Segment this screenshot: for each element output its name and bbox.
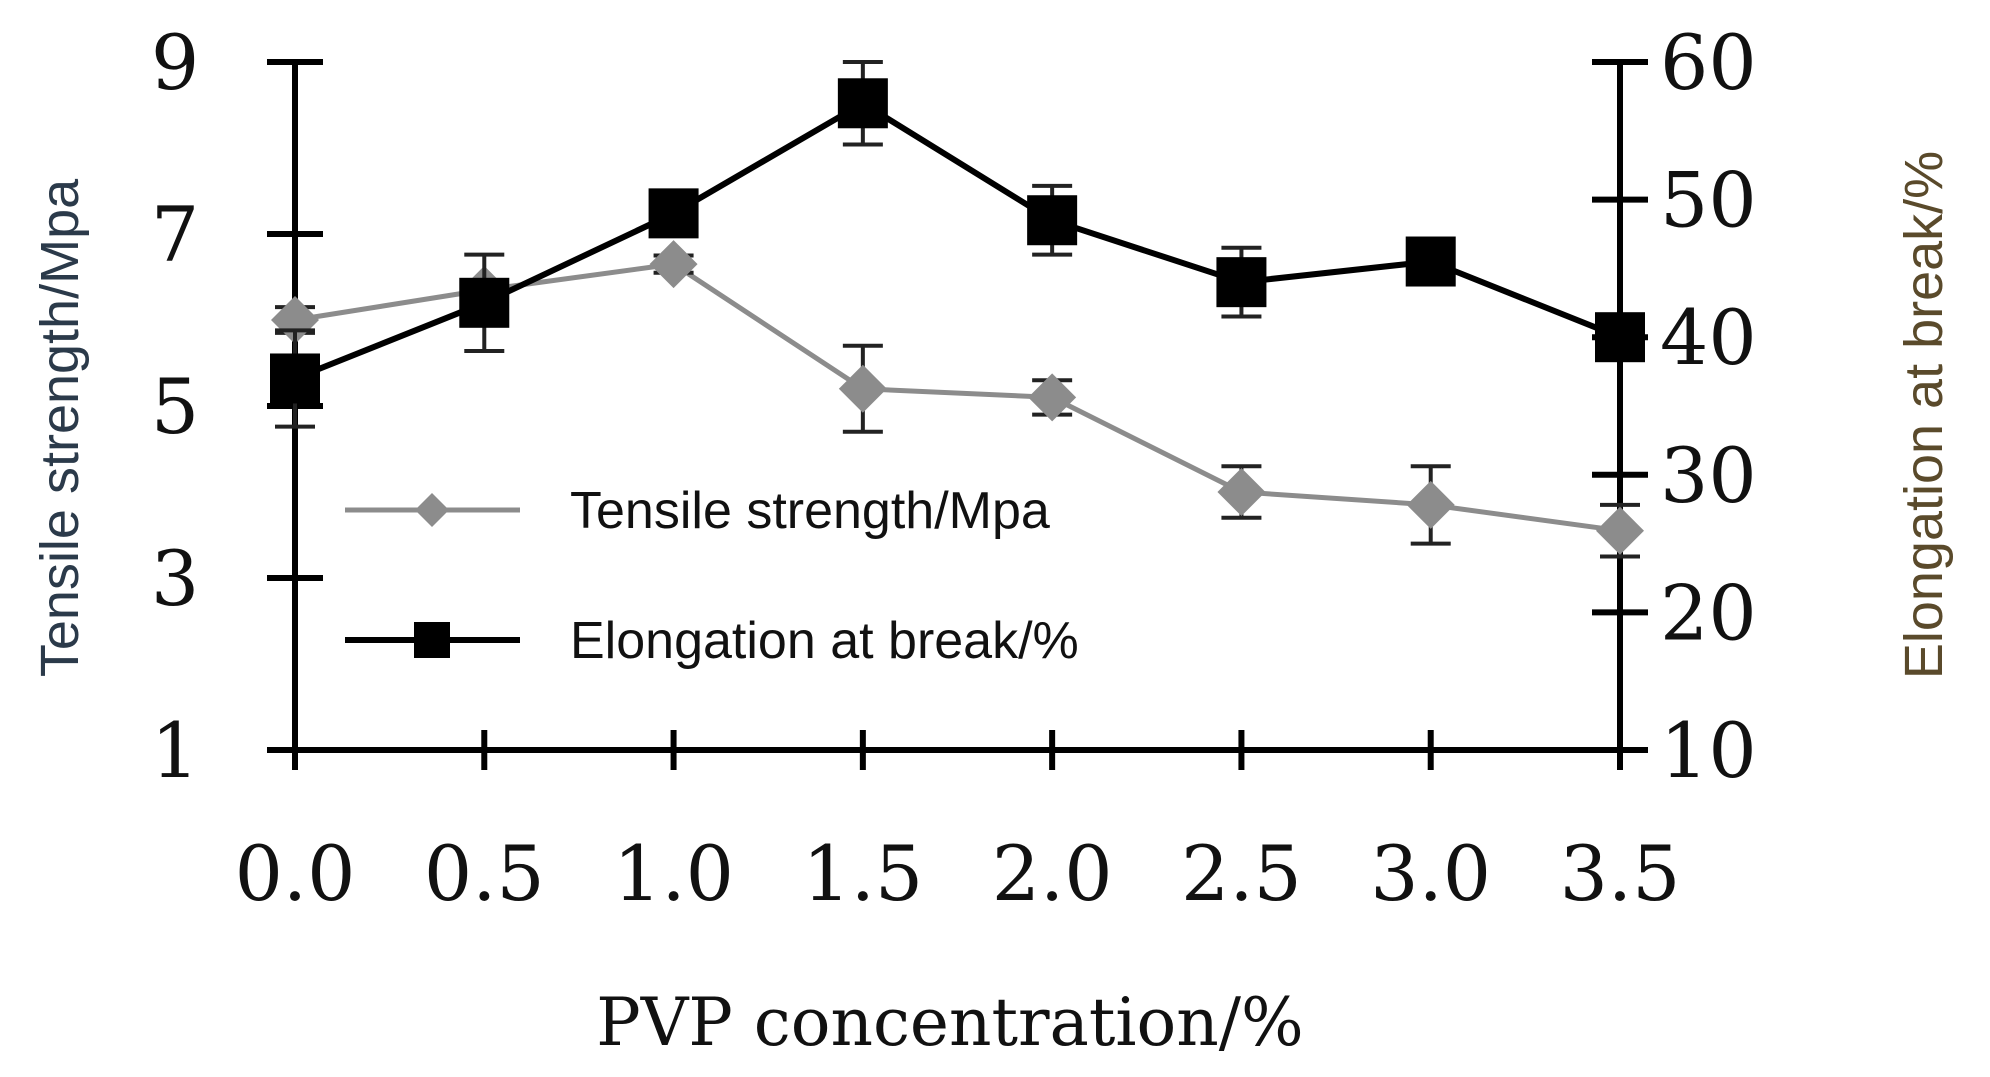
legend-marker-diamond [415, 493, 449, 527]
data-point-diamond [1217, 468, 1266, 516]
data-point-diamond [1406, 480, 1455, 529]
y-right-tick-label: 10 [1660, 706, 1757, 795]
data-point-square [648, 188, 699, 239]
data-point-square [1027, 195, 1078, 246]
y-right-tick-label: 60 [1660, 18, 1757, 107]
x-tick-label: 1.0 [613, 829, 734, 918]
y-left-tick-label: 5 [151, 362, 199, 451]
data-point-diamond [1596, 506, 1644, 555]
legend-label: Elongation at break/% [570, 612, 1079, 670]
series-elongation [270, 60, 1645, 429]
data-point-square [270, 353, 320, 404]
axes: 0.0 0.5 1.0 1.5 2.0 2.5 3.0 3.5 1 3 5 7 9 10 20 30 40 50 6… [151, 18, 1757, 918]
y-left-tick-label: 7 [151, 190, 199, 279]
y-axis-right-title: Elongation at break/% [1894, 151, 1954, 679]
y-right-tick-label: 20 [1660, 568, 1757, 657]
x-tick-label: 0.0 [235, 829, 356, 918]
legend-item: Elongation at break/% [345, 612, 1079, 670]
x-axis-title: PVP concentration/% [596, 984, 1303, 1061]
legend-marker-square [414, 622, 450, 658]
y-left-tick-label: 9 [151, 18, 199, 107]
legend: Tensile strength/Mpa Elongation at break/… [345, 482, 1079, 670]
x-tick-label: 2.0 [992, 829, 1113, 918]
y-left-tick-label: 1 [151, 706, 199, 795]
y-axis-left-title: Tensile strength/Mpa [30, 178, 90, 677]
x-tick-label: 3.5 [1560, 829, 1681, 918]
x-tick-label: 2.5 [1181, 829, 1302, 918]
data-point-square [459, 277, 510, 328]
data-point-square [1216, 257, 1267, 308]
y-left-tick-label: 3 [151, 534, 199, 623]
x-tick-label: 0.5 [424, 829, 545, 918]
data-point-square [1405, 236, 1456, 287]
legend-label: Tensile strength/Mpa [570, 482, 1050, 540]
data-point-diamond [649, 240, 698, 289]
series-layer [270, 60, 1645, 559]
data-point-diamond [838, 364, 887, 413]
series-line [293, 100, 1622, 382]
data-point-square [1595, 312, 1645, 363]
data-point-diamond [1028, 373, 1077, 422]
data-point-square [837, 78, 888, 129]
y-right-tick-label: 50 [1660, 156, 1757, 245]
x-tick-label: 1.5 [802, 829, 923, 918]
legend-item: Tensile strength/Mpa [345, 482, 1050, 540]
y-right-tick-label: 30 [1660, 431, 1757, 520]
y-right-tick-label: 40 [1660, 293, 1757, 382]
x-tick-label: 3.0 [1370, 829, 1491, 918]
